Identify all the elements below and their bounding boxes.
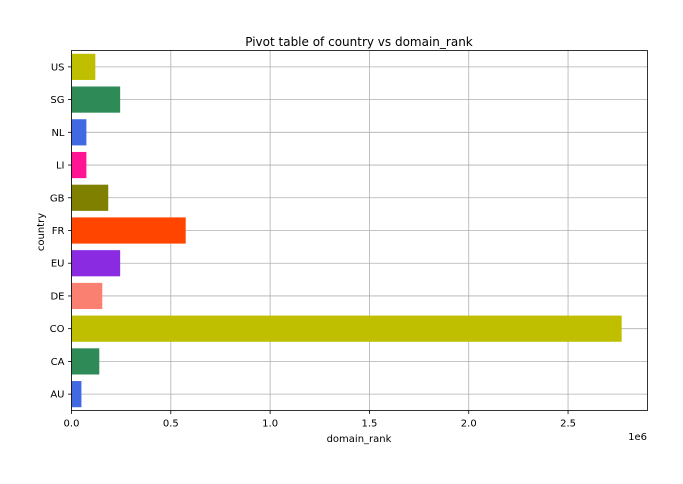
y-tick-label: GB xyxy=(50,193,65,204)
y-tick-label: NL xyxy=(51,128,64,139)
bar-eu xyxy=(71,250,121,277)
y-tick-label: SG xyxy=(50,95,64,106)
x-tick-label: 2.0 xyxy=(461,419,477,430)
bar-de xyxy=(71,282,103,310)
bar-au xyxy=(71,381,82,408)
bar-co xyxy=(71,315,622,342)
x-tick-label: 1.0 xyxy=(262,419,278,430)
x-axis-label: domain_rank xyxy=(327,434,392,445)
bar-nl xyxy=(71,119,87,146)
y-tick-label: CA xyxy=(51,357,65,368)
y-tick-label: FR xyxy=(52,226,65,237)
bar-li xyxy=(71,151,87,179)
y-tick-label: LI xyxy=(56,161,65,172)
ticks: 0.0 0.5 1.0 1.5 2.0 2.5 AU CA CO DE EU FR GB LI NL SG US xyxy=(50,62,576,429)
bar-sg xyxy=(71,86,121,113)
x-tick-label: 1.5 xyxy=(361,419,377,430)
bar-ca xyxy=(71,348,100,375)
y-tick-label: US xyxy=(51,62,65,73)
bar-fr xyxy=(71,217,186,244)
chart-title: Pivot table of country vs domain_rank xyxy=(245,35,473,49)
y-tick-label: CO xyxy=(50,324,65,335)
x-tick-label: 0.0 xyxy=(64,419,80,430)
x-tick-label: 0.5 xyxy=(163,419,179,430)
bar-us xyxy=(71,53,96,80)
y-axis-label: country xyxy=(36,213,47,251)
y-tick-label: EU xyxy=(51,259,65,270)
bars xyxy=(71,53,622,408)
x-scale-offset-label: 1e6 xyxy=(628,432,647,443)
y-tick-label: AU xyxy=(50,390,64,401)
x-tick-label: 2.5 xyxy=(560,419,576,430)
y-tick-label: DE xyxy=(50,291,64,302)
bar-gb xyxy=(71,184,109,211)
